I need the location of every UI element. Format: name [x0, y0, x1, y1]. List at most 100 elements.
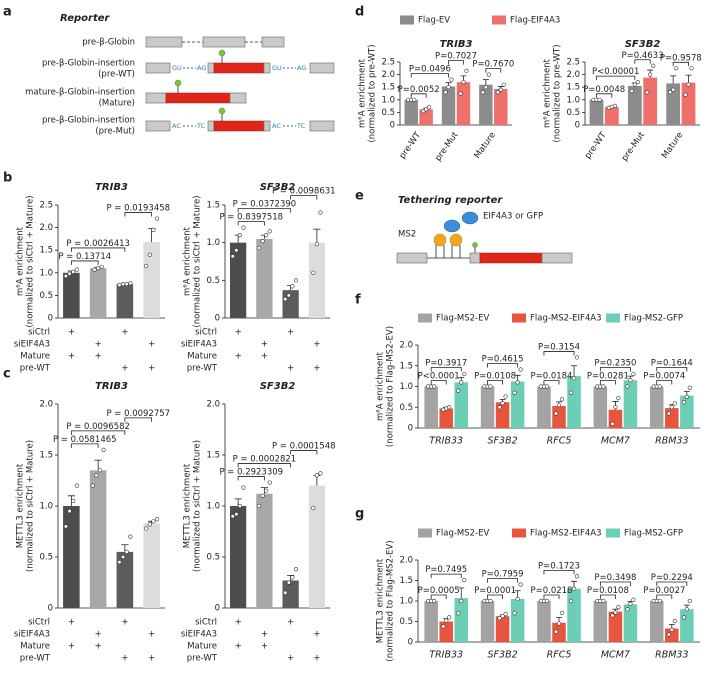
data-point — [545, 599, 549, 603]
data-point — [671, 88, 675, 92]
m6a-site — [219, 108, 225, 114]
bar — [650, 601, 664, 642]
panel-label: d — [355, 5, 364, 20]
data-point — [311, 506, 315, 510]
data-point — [152, 228, 156, 232]
bar — [552, 406, 566, 428]
data-point — [575, 575, 579, 579]
data-point — [560, 611, 564, 615]
data-point — [447, 616, 451, 620]
data-point — [673, 619, 677, 623]
bar — [680, 609, 694, 642]
bar — [665, 408, 679, 428]
significance-label: P=0.0184 — [530, 372, 572, 382]
data-point — [658, 385, 662, 389]
bar — [230, 506, 246, 608]
data-point — [557, 403, 561, 407]
data-point — [444, 90, 448, 94]
data-point — [688, 599, 692, 603]
bar — [454, 598, 468, 642]
diagram-title: Reporter — [60, 13, 111, 24]
data-point — [231, 254, 235, 258]
construct-tag: (Mature) — [99, 99, 135, 109]
legend-label: Flag-MS2-EV — [436, 314, 489, 324]
x-tick-label: RBM33 — [655, 650, 688, 661]
data-point — [231, 514, 235, 518]
y-tick-label: 1.0 — [566, 95, 580, 105]
x-tick-label: pre-Mut — [433, 130, 461, 163]
condition-mark: + — [261, 340, 268, 350]
data-point — [129, 281, 133, 285]
chart-title: SF3B2 — [625, 39, 661, 50]
condition-name: siEIF4A3 — [14, 630, 50, 640]
significance-label: P<0.0001 — [418, 372, 460, 382]
data-point — [667, 412, 671, 416]
significance-label: P=0.7959 — [482, 570, 524, 580]
data-point — [294, 567, 298, 571]
data-point — [287, 294, 291, 298]
bar — [594, 601, 608, 642]
exon — [146, 37, 182, 47]
bar — [605, 107, 619, 125]
bar — [567, 376, 581, 428]
significance-label: P=0.7027 — [435, 52, 477, 62]
data-point — [432, 385, 436, 389]
y-tick-label: 1.5 — [566, 83, 580, 93]
y-tick-label: 1.0 — [399, 382, 413, 392]
y-axis-label: m⁶A enrichment — [376, 351, 386, 421]
insertion — [214, 121, 264, 131]
data-point — [572, 587, 576, 591]
exon — [310, 63, 334, 73]
data-point — [268, 230, 272, 234]
y-tick-label: 2.5 — [381, 58, 395, 68]
data-point — [516, 381, 520, 385]
data-point — [456, 389, 460, 393]
condition-name: Mature — [187, 642, 217, 652]
condition-mark: + — [148, 364, 155, 374]
bar — [439, 622, 453, 643]
y-tick-label: 1.5 — [381, 83, 395, 93]
significance-label: P = 0.0092757 — [106, 409, 170, 419]
bar — [682, 83, 696, 125]
condition-name: siCtrl — [28, 328, 50, 338]
x-tick-label: Mature — [660, 130, 685, 160]
significance-label: P = 0.0098631 — [272, 187, 336, 197]
bar — [143, 242, 160, 318]
data-point — [456, 612, 460, 616]
data-point — [121, 282, 125, 286]
data-point — [636, 80, 640, 84]
effector-protein — [444, 220, 460, 232]
data-point — [242, 486, 246, 490]
data-point — [319, 472, 323, 476]
condition-mark: + — [235, 642, 242, 652]
motif: TC — [196, 122, 206, 130]
significance-label: P=0.3154 — [538, 342, 580, 352]
data-point — [261, 239, 265, 243]
data-point — [257, 246, 261, 250]
y-axis-label: (normalized to siCtrl + Mature) — [26, 440, 36, 572]
y-tick-label: 0 — [48, 604, 53, 614]
significance-label: P=0.9578 — [660, 53, 702, 63]
data-point — [614, 405, 618, 409]
condition-mark: + — [121, 654, 128, 664]
x-tick-label: RBM33 — [655, 436, 688, 447]
y-tick-label: 0 — [390, 121, 395, 131]
condition-mark: + — [235, 352, 242, 362]
exon — [397, 253, 427, 263]
data-point — [465, 69, 469, 73]
legend-swatch — [512, 314, 526, 323]
ms2-protein — [450, 234, 462, 246]
m6a-site — [219, 50, 225, 56]
data-point — [670, 405, 674, 409]
exon — [310, 121, 334, 131]
significance-label: P=0.0496 — [409, 65, 451, 75]
significance-label: P=0.0005 — [418, 586, 460, 596]
y-tick-label: 0 — [408, 638, 413, 648]
bar — [454, 382, 468, 428]
y-axis-label: m⁶A enrichment — [16, 226, 26, 296]
error-bar — [685, 75, 691, 83]
construct-name: mature-β-Globin-insertion — [25, 88, 135, 98]
data-point — [611, 614, 615, 618]
bar — [481, 387, 495, 429]
significance-label: P=0.0074 — [643, 372, 685, 382]
